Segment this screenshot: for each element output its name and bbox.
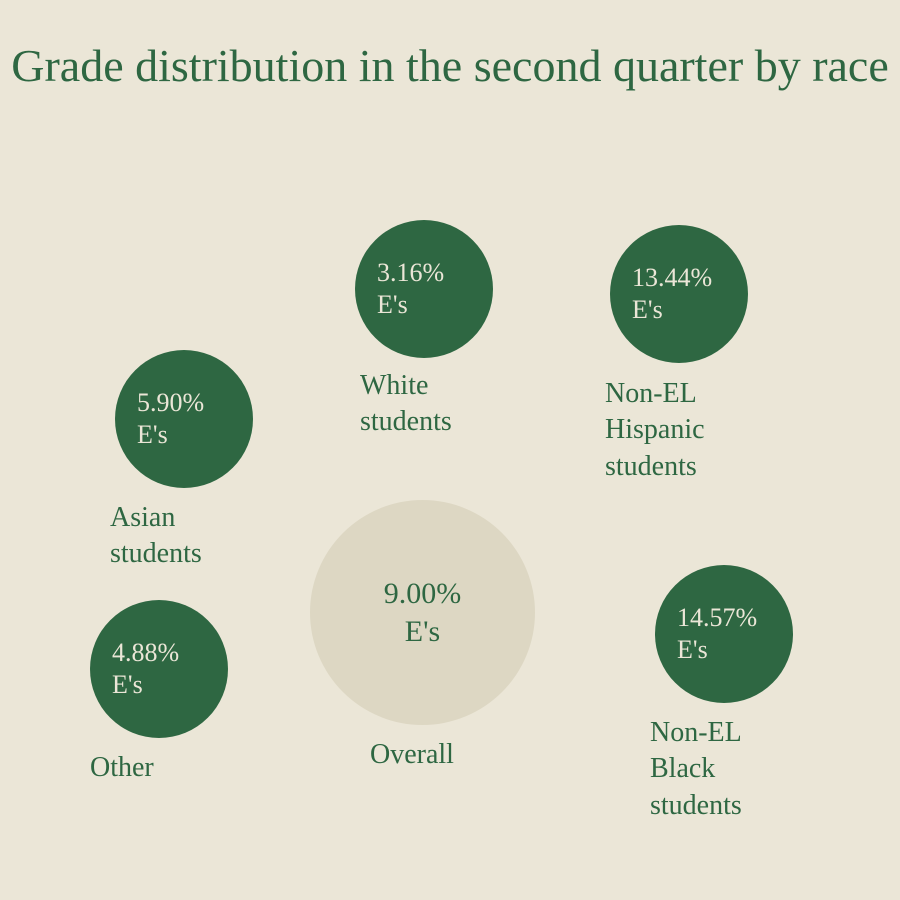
grade-text: E's bbox=[405, 615, 440, 648]
percent-text: 4.88% bbox=[112, 638, 179, 667]
label-text: Other bbox=[90, 752, 154, 783]
circle-other: 4.88% E's bbox=[90, 600, 228, 738]
label-text: Overall bbox=[370, 739, 454, 770]
circle-hispanic: 13.44% E's bbox=[610, 225, 748, 363]
circle-other-value: 4.88% E's bbox=[90, 637, 228, 702]
circle-asian-value: 5.90% E's bbox=[115, 387, 253, 452]
circle-overall-value: 9.00% E's bbox=[310, 575, 535, 650]
percent-text: 13.44% bbox=[632, 263, 712, 292]
label-overall: Overall bbox=[370, 737, 454, 773]
grade-text: E's bbox=[632, 295, 663, 324]
circle-overall: 9.00% E's bbox=[310, 500, 535, 725]
label-black: Non-ELBlackstudents bbox=[650, 715, 742, 824]
label-asian: Asianstudents bbox=[110, 500, 202, 573]
circle-hispanic-value: 13.44% E's bbox=[610, 262, 748, 327]
circle-white-value: 3.16% E's bbox=[355, 257, 493, 322]
circle-black-value: 14.57% E's bbox=[655, 602, 793, 667]
circle-black: 14.57% E's bbox=[655, 565, 793, 703]
percent-text: 3.16% bbox=[377, 258, 444, 287]
label-white: Whitestudents bbox=[360, 368, 452, 441]
chart-title: Grade distribution in the second quarter… bbox=[0, 0, 900, 97]
percent-text: 9.00% bbox=[384, 577, 462, 610]
label-hispanic: Non-ELHispanicstudents bbox=[605, 376, 705, 485]
grade-text: E's bbox=[377, 290, 408, 319]
circle-white: 3.16% E's bbox=[355, 220, 493, 358]
label-other: Other bbox=[90, 750, 154, 786]
grade-text: E's bbox=[677, 635, 708, 664]
percent-text: 14.57% bbox=[677, 603, 757, 632]
grade-text: E's bbox=[137, 420, 168, 449]
grade-text: E's bbox=[112, 670, 143, 699]
circle-asian: 5.90% E's bbox=[115, 350, 253, 488]
percent-text: 5.90% bbox=[137, 388, 204, 417]
